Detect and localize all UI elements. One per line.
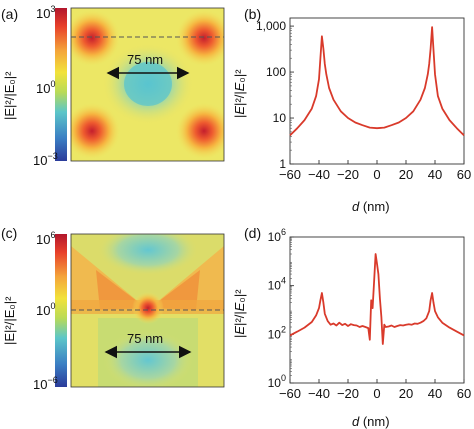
chart-d-y-tick-label: 100 [268, 373, 286, 390]
chart-d-ylabel: |E|²/|E₀|² [232, 289, 247, 338]
chart-d-x-tick-label: 60 [457, 386, 471, 401]
panel-d: (d) |E|²/|E₀|² −60 −40 −20 0 20 40 60 100 102 104… [232, 225, 471, 429]
panel-d-label: (d) [244, 225, 261, 241]
chart-b-y-tick-label: 1 [279, 157, 286, 171]
colorbar-a [55, 8, 67, 161]
colorbar-c-mid: 100 [36, 301, 55, 318]
chart-d-x-tick-label: −20 [337, 386, 359, 401]
field-map-a-frame [70, 7, 225, 162]
colorbar-c-min: 10−6 [33, 375, 58, 392]
colorbar-c-label: |E|²/|E₀|² [2, 296, 17, 345]
panel-a: (a) 103 100 10−3 |E|²/|E₀|² 75 nm [1, 4, 225, 168]
chart-b-x-tick-label: −20 [337, 167, 359, 182]
chart-d-series-line [289, 253, 465, 345]
chart-d-xlabel: d (nm) [352, 414, 390, 429]
chart-d-x-tick-label: 20 [399, 386, 413, 401]
panel-a-label: (a) [1, 6, 18, 22]
chart-b-x-tick-label: −60 [279, 167, 301, 182]
panel-b-label: (b) [244, 6, 261, 22]
chart-b-x-tick-label: 20 [399, 167, 413, 182]
chart-b-x-tick-label: 60 [457, 167, 471, 182]
chart-d-y-tick-label: 104 [268, 276, 286, 293]
chart-b-y-tick-label: 100 [266, 65, 286, 79]
chart-d-x-tick-label: 40 [428, 386, 442, 401]
chart-b-y-tick-label: 10 [273, 111, 287, 125]
panel-c: (c) 106 100 10−6 |E|²/|E₀|² 75 nm [1, 225, 225, 392]
chart-b-x-tick-label: 40 [428, 167, 442, 182]
chart-b-x-tick-label: −40 [308, 167, 330, 182]
chart-b: −60 −40 −20 0 20 40 60 1 10 100 1,000 [256, 17, 471, 182]
chart-b-ylabel: |E|²/|E₀|² [232, 69, 247, 118]
chart-b-xlabel: d (nm) [352, 199, 390, 214]
colorbar-c-max: 106 [36, 230, 55, 247]
chart-d: −60 −40 −20 0 20 40 60 100 102 104 106 [268, 227, 472, 401]
dimension-label-a: 75 nm [127, 52, 163, 67]
colorbar-a-min: 10−3 [33, 151, 58, 168]
chart-b-x-tick-label: 0 [373, 167, 380, 182]
chart-b-y-tick-label: 1,000 [256, 19, 286, 33]
chart-b-series-line [289, 26, 465, 137]
field-map-a [71, 8, 224, 161]
dimension-label-c: 75 nm [127, 331, 163, 346]
panel-c-label: (c) [1, 225, 17, 241]
colorbar-a-mid: 100 [36, 79, 55, 96]
colorbar-a-label: |E|²/|E₀|² [2, 71, 17, 120]
chart-d-y-tick-label: 102 [268, 324, 286, 341]
chart-d-y-tick-label: 106 [268, 227, 286, 244]
colorbar-c [55, 234, 67, 387]
chart-d-x-tick-label: −60 [279, 386, 301, 401]
chart-d-x-tick-label: 0 [373, 386, 380, 401]
chart-d-x-tick-label: −40 [308, 386, 330, 401]
colorbar-a-max: 103 [36, 4, 55, 21]
panel-b: (b) |E|²/|E₀|² −60 −40 −20 0 20 40 60 1 10 100 1,0… [232, 6, 471, 214]
field-map-c [71, 234, 224, 387]
